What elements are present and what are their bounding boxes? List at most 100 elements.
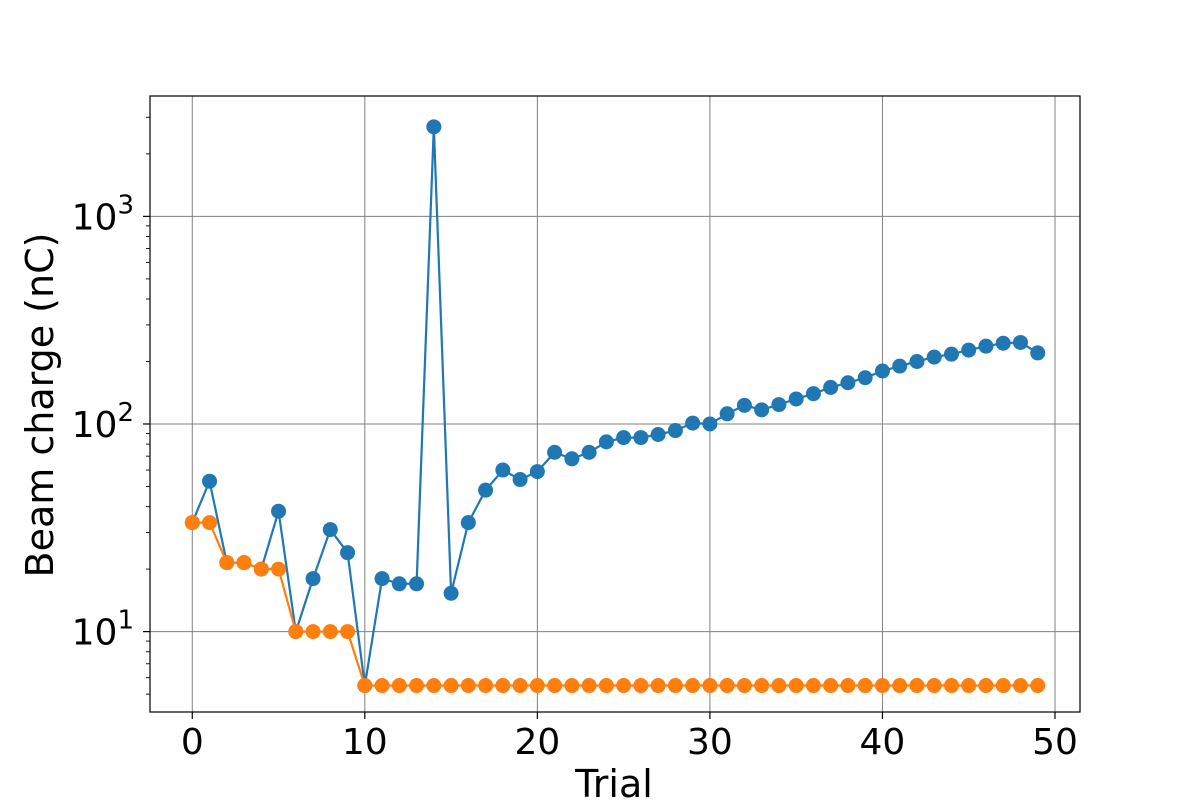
data-point bbox=[1030, 678, 1046, 694]
series-line-0 bbox=[191, 125, 1039, 687]
data-point bbox=[478, 482, 494, 498]
data-point bbox=[322, 624, 338, 640]
data-point bbox=[892, 678, 908, 694]
data-point bbox=[1012, 334, 1028, 350]
data-point bbox=[857, 370, 873, 386]
data-point bbox=[823, 379, 839, 395]
data-point bbox=[202, 515, 218, 531]
data-point bbox=[823, 678, 839, 694]
data-point bbox=[374, 678, 390, 694]
data-point bbox=[892, 358, 908, 374]
data-point bbox=[788, 678, 804, 694]
data-point bbox=[961, 678, 977, 694]
data-point bbox=[633, 678, 649, 694]
data-point bbox=[788, 391, 804, 407]
data-point bbox=[978, 678, 994, 694]
data-point bbox=[460, 678, 476, 694]
data-point bbox=[909, 353, 925, 369]
data-point bbox=[409, 678, 425, 694]
data-point bbox=[702, 678, 718, 694]
data-point bbox=[736, 397, 752, 413]
data-point bbox=[874, 678, 890, 694]
x-tick-label-30: 30 bbox=[687, 722, 733, 763]
data-point bbox=[340, 545, 356, 561]
data-point bbox=[598, 434, 614, 450]
data-point bbox=[340, 624, 356, 640]
plot-frame bbox=[149, 95, 1081, 713]
data-point bbox=[253, 561, 269, 577]
x-tick-label-10: 10 bbox=[342, 722, 388, 763]
tick-layer: 0 10 20 30 40 50 101 102 103 bbox=[72, 116, 1078, 763]
data-point bbox=[719, 678, 735, 694]
series-layer bbox=[184, 119, 1046, 694]
data-point bbox=[529, 464, 545, 480]
data-point bbox=[840, 375, 856, 391]
data-point bbox=[426, 119, 442, 135]
x-tick-label-0: 0 bbox=[181, 722, 204, 763]
data-point bbox=[581, 678, 597, 694]
x-tick-label-20: 20 bbox=[514, 722, 560, 763]
data-point bbox=[771, 397, 787, 413]
data-point bbox=[685, 678, 701, 694]
data-point bbox=[391, 576, 407, 592]
data-point bbox=[529, 678, 545, 694]
data-point bbox=[754, 402, 770, 418]
data-point bbox=[478, 678, 494, 694]
data-point bbox=[598, 678, 614, 694]
data-point bbox=[547, 444, 563, 460]
series-line-1 bbox=[192, 521, 1038, 687]
data-point bbox=[374, 571, 390, 587]
data-point bbox=[219, 555, 235, 571]
series-1 bbox=[184, 515, 1046, 694]
data-point bbox=[805, 386, 821, 402]
x-axis-label: Trial bbox=[574, 762, 653, 800]
data-point bbox=[357, 678, 373, 694]
data-point bbox=[271, 561, 287, 577]
data-point bbox=[926, 678, 942, 694]
data-point bbox=[271, 503, 287, 519]
grid-layer bbox=[150, 96, 1080, 712]
data-point bbox=[305, 624, 321, 640]
data-point bbox=[943, 346, 959, 362]
data-point bbox=[840, 678, 856, 694]
series-0 bbox=[184, 119, 1046, 694]
data-point bbox=[512, 678, 528, 694]
data-point bbox=[961, 342, 977, 358]
data-point bbox=[771, 678, 787, 694]
data-point bbox=[702, 416, 718, 432]
y-axis-label: Beam charge (nC) bbox=[18, 233, 62, 578]
data-point bbox=[995, 335, 1011, 351]
data-point bbox=[719, 406, 735, 422]
data-point bbox=[443, 678, 459, 694]
data-point bbox=[650, 678, 666, 694]
x-tick-label-40: 40 bbox=[860, 722, 906, 763]
data-point bbox=[667, 423, 683, 439]
data-point bbox=[805, 678, 821, 694]
data-point bbox=[322, 522, 338, 538]
y-tick-label-2: 102 bbox=[72, 398, 134, 446]
data-point bbox=[305, 571, 321, 587]
x-tick-label-50: 50 bbox=[1032, 722, 1078, 763]
data-point bbox=[564, 678, 580, 694]
data-point bbox=[736, 678, 752, 694]
data-point bbox=[995, 678, 1011, 694]
data-point bbox=[667, 678, 683, 694]
data-point bbox=[426, 678, 442, 694]
data-point bbox=[943, 678, 959, 694]
y-tick-label-1: 101 bbox=[72, 606, 134, 654]
data-point bbox=[616, 678, 632, 694]
data-point bbox=[495, 678, 511, 694]
data-point bbox=[754, 678, 770, 694]
y-tick-label-3: 103 bbox=[72, 190, 134, 238]
data-point bbox=[909, 678, 925, 694]
data-point bbox=[547, 678, 563, 694]
data-point bbox=[616, 430, 632, 446]
data-point bbox=[874, 363, 890, 379]
data-point bbox=[236, 555, 252, 571]
data-point bbox=[633, 430, 649, 446]
data-point bbox=[460, 515, 476, 531]
data-point bbox=[978, 338, 994, 354]
data-point bbox=[202, 473, 218, 489]
